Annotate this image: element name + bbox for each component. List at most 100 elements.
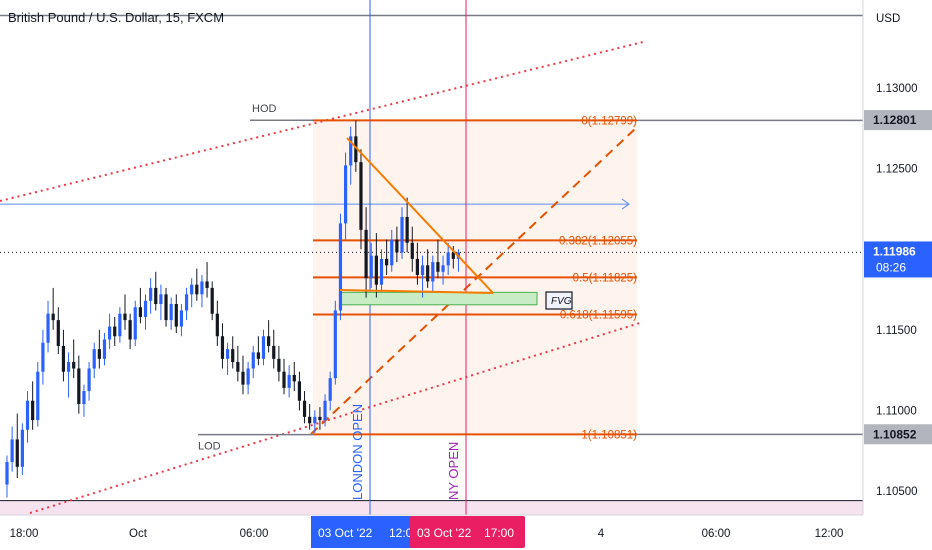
- candle[interactable]: [272, 329, 276, 369]
- candle[interactable]: [220, 323, 225, 369]
- candle[interactable]: [333, 300, 337, 385]
- candle[interactable]: [31, 381, 35, 430]
- candle[interactable]: [426, 249, 430, 288]
- candle[interactable]: [56, 307, 60, 354]
- candle[interactable]: [77, 355, 81, 414]
- candle[interactable]: [261, 329, 266, 366]
- candle[interactable]: [113, 316, 117, 346]
- candle[interactable]: [164, 287, 168, 327]
- candle[interactable]: [174, 294, 178, 334]
- candle[interactable]: [385, 239, 389, 275]
- candle[interactable]: [267, 320, 271, 353]
- candle[interactable]: [415, 242, 419, 285]
- candle[interactable]: [97, 329, 101, 369]
- candle[interactable]: [369, 242, 373, 288]
- candle[interactable]: [118, 307, 122, 343]
- candle[interactable]: [51, 287, 55, 330]
- candle[interactable]: [246, 362, 250, 395]
- candle[interactable]: [256, 336, 260, 366]
- ny-time-tag-date: 03 Oct '22: [417, 526, 472, 540]
- time-tick-label: 18:00: [10, 528, 39, 540]
- candle[interactable]: [149, 278, 153, 314]
- candle[interactable]: [446, 242, 450, 275]
- price-tick-label: 1.10500: [876, 486, 918, 498]
- candle[interactable]: [102, 333, 107, 366]
- candle[interactable]: [436, 239, 440, 279]
- candle[interactable]: [251, 345, 255, 379]
- candle[interactable]: [277, 345, 281, 382]
- fvg-zone[interactable]: [340, 291, 538, 306]
- candle[interactable]: [200, 274, 204, 308]
- fib-label-0-618: 0.618(1.11595): [560, 309, 637, 321]
- candle[interactable]: [410, 226, 414, 272]
- candle[interactable]: [241, 355, 245, 395]
- price-tick-label: 1.11500: [876, 325, 917, 337]
- candle[interactable]: [405, 197, 409, 253]
- triangle-lower-line[interactable]: [339, 289, 494, 294]
- candle[interactable]: [210, 281, 214, 321]
- candle[interactable]: [82, 384, 86, 417]
- candle[interactable]: [292, 362, 296, 392]
- candle[interactable]: [231, 336, 235, 369]
- candle[interactable]: [282, 358, 286, 395]
- candle[interactable]: [46, 300, 50, 353]
- candle[interactable]: [184, 287, 189, 321]
- ny-time-tag-time: 17:00: [484, 526, 514, 540]
- candle[interactable]: [364, 207, 368, 298]
- candle[interactable]: [236, 345, 240, 382]
- candle[interactable]: [379, 249, 384, 292]
- london-time-tag: [311, 516, 412, 548]
- candle[interactable]: [138, 287, 142, 324]
- candle[interactable]: [190, 278, 194, 308]
- candle[interactable]: [133, 300, 137, 346]
- candle[interactable]: [169, 297, 173, 330]
- candle[interactable]: [36, 362, 40, 427]
- candle[interactable]: [10, 426, 14, 472]
- candle[interactable]: [323, 394, 327, 427]
- candle[interactable]: [143, 294, 148, 330]
- candle[interactable]: [343, 152, 348, 240]
- candle[interactable]: [195, 268, 199, 301]
- candle[interactable]: [61, 329, 66, 382]
- candle[interactable]: [359, 149, 363, 250]
- candle[interactable]: [395, 226, 399, 263]
- candle[interactable]: [25, 391, 30, 443]
- candle[interactable]: [328, 371, 332, 411]
- candle[interactable]: [302, 391, 307, 424]
- candle[interactable]: [215, 300, 219, 346]
- candle[interactable]: [5, 455, 9, 498]
- candle[interactable]: [128, 313, 132, 350]
- candle[interactable]: [431, 255, 435, 292]
- candle[interactable]: [400, 207, 404, 259]
- candle[interactable]: [154, 271, 158, 311]
- candle[interactable]: [297, 371, 302, 411]
- candle[interactable]: [441, 255, 445, 285]
- candle[interactable]: [66, 352, 71, 398]
- candle[interactable]: [390, 229, 394, 272]
- candle[interactable]: [108, 313, 112, 350]
- candle[interactable]: [15, 413, 19, 479]
- candle[interactable]: [92, 342, 96, 379]
- candle[interactable]: [349, 126, 353, 185]
- candle[interactable]: [374, 233, 378, 298]
- candle[interactable]: [420, 255, 425, 298]
- candle[interactable]: [41, 329, 45, 385]
- candle[interactable]: [87, 362, 91, 401]
- candle[interactable]: [179, 304, 184, 337]
- candle[interactable]: [123, 294, 127, 330]
- last-price-value: 1.11986: [873, 244, 916, 258]
- candle[interactable]: [287, 365, 291, 398]
- candle[interactable]: [20, 423, 24, 475]
- triangle-upper-line[interactable]: [346, 137, 494, 294]
- candle[interactable]: [72, 339, 76, 379]
- candle[interactable]: [159, 284, 163, 321]
- candle[interactable]: [338, 213, 343, 321]
- channel-upper-line[interactable]: [0, 41, 644, 202]
- candle[interactable]: [318, 407, 322, 430]
- candle[interactable]: [308, 403, 312, 430]
- candle[interactable]: [225, 342, 230, 375]
- channel-lower-line[interactable]: [29, 321, 644, 514]
- candle[interactable]: [205, 262, 209, 298]
- candle[interactable]: [313, 410, 317, 433]
